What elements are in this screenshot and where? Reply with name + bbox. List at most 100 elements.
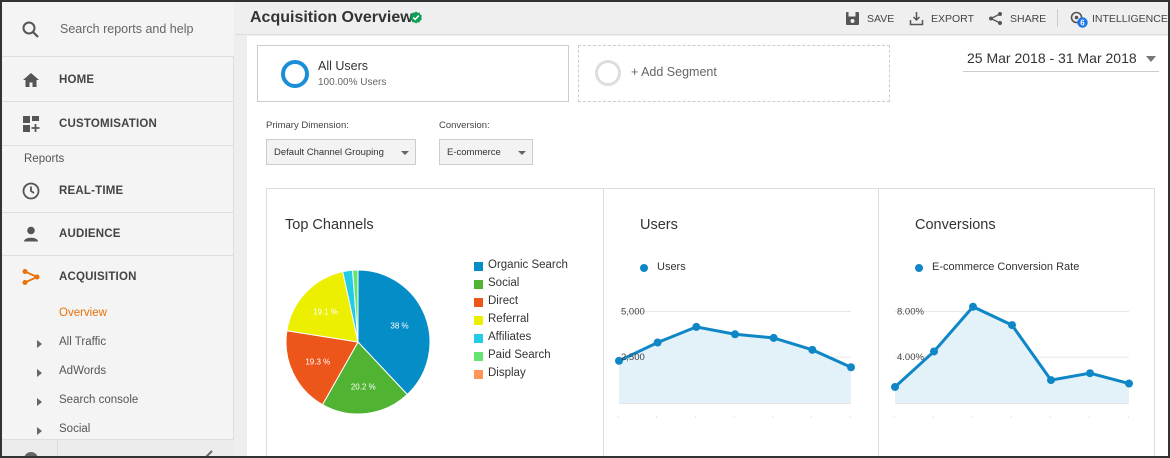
x-tick-mark: · (694, 414, 696, 421)
x-tick-mark: · (617, 414, 619, 421)
legend-dot (640, 264, 648, 272)
chevron-down-icon (1146, 56, 1156, 62)
y-tick-label: 2,500 (621, 352, 645, 363)
select-value: E-commerce (447, 147, 501, 158)
sub-item-overview[interactable]: Overview (2, 302, 234, 326)
conversions-legend-label: E-commerce Conversion Rate (932, 261, 1080, 273)
legend-swatch (474, 316, 483, 325)
segment-all-users[interactable]: All Users 100.00% Users (257, 45, 569, 102)
conversion-select[interactable]: E-commerce (439, 139, 533, 165)
conversions-title: Conversions (915, 217, 996, 233)
series-area (619, 326, 851, 403)
legend-swatch (474, 352, 483, 361)
sub-item-label: AdWords (59, 365, 107, 377)
legend-label: Direct (488, 295, 519, 307)
segment-name: All Users (318, 59, 369, 73)
nav-acquisition[interactable]: ACQUISITION (2, 255, 234, 299)
data-point[interactable] (969, 302, 977, 311)
expand-icon (37, 340, 42, 348)
x-tick-mark: · (656, 414, 658, 421)
top-channels-pie[interactable]: 38 % 20.2 % 19.3 % 19.1 % (285, 269, 431, 415)
users-title: Users (640, 217, 678, 233)
badge-count: 6 (1080, 19, 1085, 28)
data-point[interactable] (769, 333, 778, 342)
chevron-down-icon (518, 151, 526, 155)
data-point[interactable] (653, 338, 662, 347)
data-point[interactable] (1008, 321, 1016, 330)
save-label: SAVE (867, 13, 895, 25)
search-input[interactable]: Search reports and help (60, 22, 194, 36)
conversion-label: Conversion: (439, 120, 490, 131)
pie-slice[interactable] (285, 330, 359, 406)
x-tick-mark: · (1127, 414, 1129, 421)
sidebar: Search reports and help HOME CUSTOMISATI… (2, 2, 234, 458)
sub-item-label: Search console (59, 394, 139, 406)
legend-dot (915, 264, 923, 272)
users-chart[interactable]: · · · · · · · 5,000 2,500 (604, 285, 878, 431)
segment-percentage: 100.00% Users (318, 77, 387, 88)
pie-slice[interactable] (321, 341, 408, 415)
nav-label: CUSTOMISATION (59, 118, 158, 130)
users-legend-label: Users (657, 261, 686, 273)
legend-label: Referral (488, 313, 529, 325)
nav-label: ACQUISITION (59, 271, 137, 283)
x-tick-mark: · (893, 414, 895, 421)
date-range-picker[interactable]: 25 Mar 2018 - 31 Mar 2018 (963, 48, 1159, 72)
search-row[interactable]: Search reports and help (2, 2, 234, 57)
legend-label: Social (488, 277, 520, 289)
legend-label: Affiliates (488, 331, 532, 343)
x-tick-mark: · (1088, 414, 1090, 421)
legend-label: Display (488, 367, 526, 379)
pie-slice[interactable] (352, 269, 359, 343)
expand-icon (37, 398, 42, 406)
collapse-icon[interactable] (202, 448, 216, 458)
data-point[interactable] (891, 382, 899, 391)
pie-slice[interactable] (286, 271, 359, 343)
segment-placeholder-icon (595, 60, 621, 86)
pie-slice[interactable] (357, 269, 431, 396)
nav-label: AUDIENCE (59, 228, 121, 240)
data-point[interactable] (847, 363, 855, 372)
data-point[interactable] (1086, 369, 1094, 378)
sub-item-search-console[interactable]: Search console (2, 389, 234, 413)
x-tick-mark: · (733, 414, 735, 421)
conversions-chart[interactable]: · · · · · · · 8.00% 4.00% (879, 285, 1155, 431)
sub-item-label: Overview (59, 307, 107, 319)
data-point[interactable] (731, 330, 739, 339)
search-icon (22, 21, 39, 38)
sub-item-social[interactable]: Social (2, 418, 234, 442)
nav-audience[interactable]: AUDIENCE (2, 212, 234, 256)
primary-dimension-select[interactable]: Default Channel Grouping (266, 139, 416, 165)
save-icon (846, 12, 859, 25)
toolbar-divider (1057, 9, 1058, 27)
nav-label: REAL-TIME (59, 185, 124, 197)
intelligence-label: INTELLIGENCE (1092, 13, 1168, 25)
data-point[interactable] (615, 356, 623, 365)
add-segment-button[interactable]: + Add Segment (578, 45, 890, 102)
reports-heading: Reports (24, 153, 65, 165)
legend-label: Organic Search (488, 259, 568, 271)
data-point[interactable] (1047, 376, 1055, 385)
expand-icon (37, 427, 42, 435)
panel-divider (878, 189, 879, 456)
data-point[interactable] (808, 345, 817, 354)
data-point[interactable] (692, 322, 701, 331)
nav-home[interactable]: HOME (2, 58, 234, 102)
segment-ring-icon (281, 60, 309, 88)
pie-slice-label: 19.3 % (305, 357, 330, 366)
sidebar-footer (2, 439, 234, 458)
sub-item-all-traffic[interactable]: All Traffic (2, 331, 234, 355)
nav-realtime[interactable]: REAL-TIME (2, 169, 234, 213)
gear-icon[interactable] (20, 448, 42, 458)
select-value: Default Channel Grouping (274, 147, 384, 158)
top-channels-title: Top Channels (285, 217, 374, 233)
nav-customisation[interactable]: CUSTOMISATION (2, 102, 234, 146)
data-point[interactable] (930, 347, 938, 356)
export-label: EXPORT (931, 13, 974, 25)
sub-item-adwords[interactable]: AdWords (2, 360, 234, 384)
sub-item-label: All Traffic (59, 336, 107, 348)
x-tick-mark: · (849, 414, 851, 421)
legend-swatch (474, 370, 483, 379)
dashboard-icon (23, 116, 40, 132)
data-point[interactable] (1125, 379, 1133, 388)
